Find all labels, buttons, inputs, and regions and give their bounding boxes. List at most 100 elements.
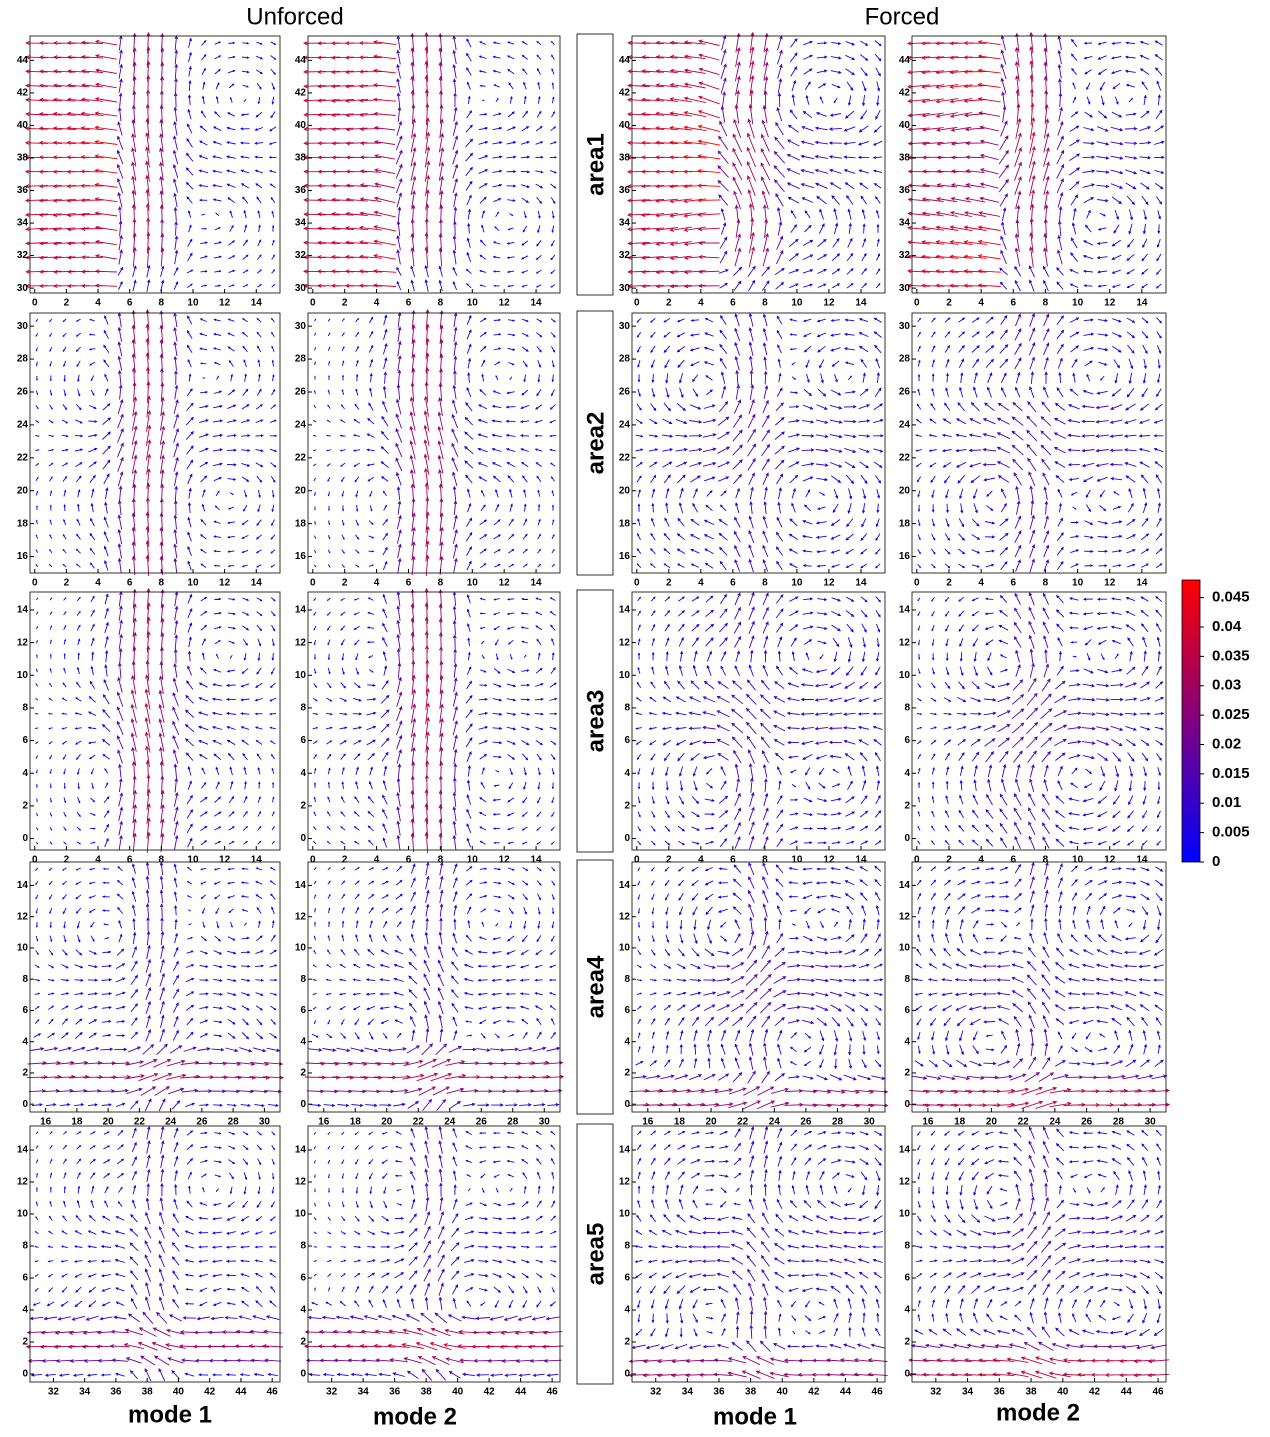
flow-arrow <box>1016 765 1020 778</box>
flow-arrow <box>369 536 374 538</box>
flow-arrow <box>1101 376 1104 380</box>
flow-arrow <box>1125 463 1136 467</box>
flow-arrow <box>956 449 966 451</box>
flow-arrow <box>271 598 275 601</box>
flow-arrow <box>521 435 529 437</box>
flow-arrow <box>356 389 358 395</box>
flow-arrow <box>425 947 430 959</box>
flow-arrow <box>315 536 316 539</box>
flow-arrow <box>35 965 39 968</box>
flow-arrow <box>186 446 193 454</box>
flow-arrow <box>932 534 935 540</box>
flow-arrow <box>1058 65 1061 79</box>
flow-arrow <box>861 360 867 368</box>
flow-arrow <box>790 53 797 62</box>
flow-arrow <box>328 405 330 408</box>
flow-arrow <box>791 67 797 76</box>
flow-arrow <box>188 882 192 885</box>
flow-arrow <box>494 565 499 568</box>
flow-arrow <box>649 419 656 424</box>
flow-arrow <box>508 70 514 74</box>
flow-arrow <box>454 919 456 929</box>
flow-arrow <box>986 317 993 323</box>
flow-arrow <box>424 1002 429 1015</box>
flow-arrow <box>411 864 415 874</box>
flow-arrow <box>803 828 812 830</box>
flow-arrow <box>174 415 179 429</box>
flow-arrow <box>396 179 402 193</box>
flow-arrow <box>494 882 501 884</box>
flow-arrow <box>356 505 358 511</box>
flow-arrow <box>1097 157 1109 160</box>
flow-arrow <box>353 698 361 701</box>
flow-arrow <box>707 769 712 774</box>
flow-arrow <box>749 665 753 676</box>
flow-arrow <box>78 490 80 497</box>
flow-arrow <box>452 415 458 428</box>
flow-arrow <box>690 741 701 745</box>
flow-arrow <box>1154 435 1163 437</box>
flow-arrow <box>736 651 740 662</box>
flow-arrow <box>241 684 249 687</box>
flow-arrow <box>535 979 542 981</box>
flow-arrow <box>314 842 316 844</box>
flow-arrow <box>1071 284 1079 287</box>
flow-arrow <box>735 837 740 849</box>
flow-arrow <box>678 534 685 540</box>
flow-arrow <box>778 651 780 661</box>
flow-arrow <box>817 112 827 116</box>
flow-arrow <box>832 319 841 321</box>
flow-arrow <box>931 549 935 554</box>
flow-arrow <box>551 270 555 273</box>
flow-arrow <box>1057 666 1063 675</box>
flow-arrow <box>480 71 487 73</box>
flow-arrow <box>453 607 456 621</box>
flow-arrow <box>1128 638 1134 646</box>
flow-arrow <box>173 693 178 706</box>
flow-arrow <box>749 516 753 528</box>
flow-arrow <box>973 795 978 804</box>
flow-arrow <box>479 727 487 730</box>
flow-arrow <box>492 156 501 158</box>
flow-arrow <box>507 392 514 394</box>
flow-arrow <box>1073 507 1076 509</box>
flow-arrow <box>945 332 950 337</box>
flow-arrow <box>227 965 236 967</box>
flow-arrow <box>480 520 487 525</box>
flow-arrow <box>200 348 207 350</box>
flow-arrow <box>202 214 205 215</box>
flow-arrow <box>998 725 1010 732</box>
flow-arrow <box>550 713 557 715</box>
flow-arrow <box>918 333 921 337</box>
flow-arrow <box>676 448 687 451</box>
flow-arrow <box>36 699 38 700</box>
flow-arrow <box>877 489 880 498</box>
flow-arrow <box>509 214 512 216</box>
flow-arrow <box>1001 251 1007 264</box>
flow-arrow <box>481 841 486 844</box>
flow-arrow <box>328 936 330 941</box>
x-tick-label: 0 <box>32 578 38 589</box>
flow-arrow <box>342 390 344 395</box>
flow-arrow <box>397 779 400 793</box>
flow-arrow <box>105 665 108 677</box>
flow-arrow <box>831 183 841 189</box>
flow-arrow <box>369 521 373 525</box>
flow-arrow <box>496 923 498 926</box>
flow-arrow <box>986 640 993 645</box>
x-tick-label: 14 <box>251 855 263 866</box>
flow-arrow <box>1000 809 1007 819</box>
flow-arrow <box>90 868 95 870</box>
flow-arrow <box>1143 489 1146 499</box>
flow-arrow <box>398 356 401 371</box>
flow-arrow <box>1068 712 1081 715</box>
flow-arrow <box>538 374 540 381</box>
flow-arrow <box>681 781 683 790</box>
flow-arrow <box>173 989 178 998</box>
flow-arrow <box>844 713 856 716</box>
flow-arrow <box>374 226 396 231</box>
flow-arrow <box>876 68 881 76</box>
flow-arrow <box>678 811 684 817</box>
flow-arrow <box>803 284 812 287</box>
flow-arrow <box>480 333 486 337</box>
